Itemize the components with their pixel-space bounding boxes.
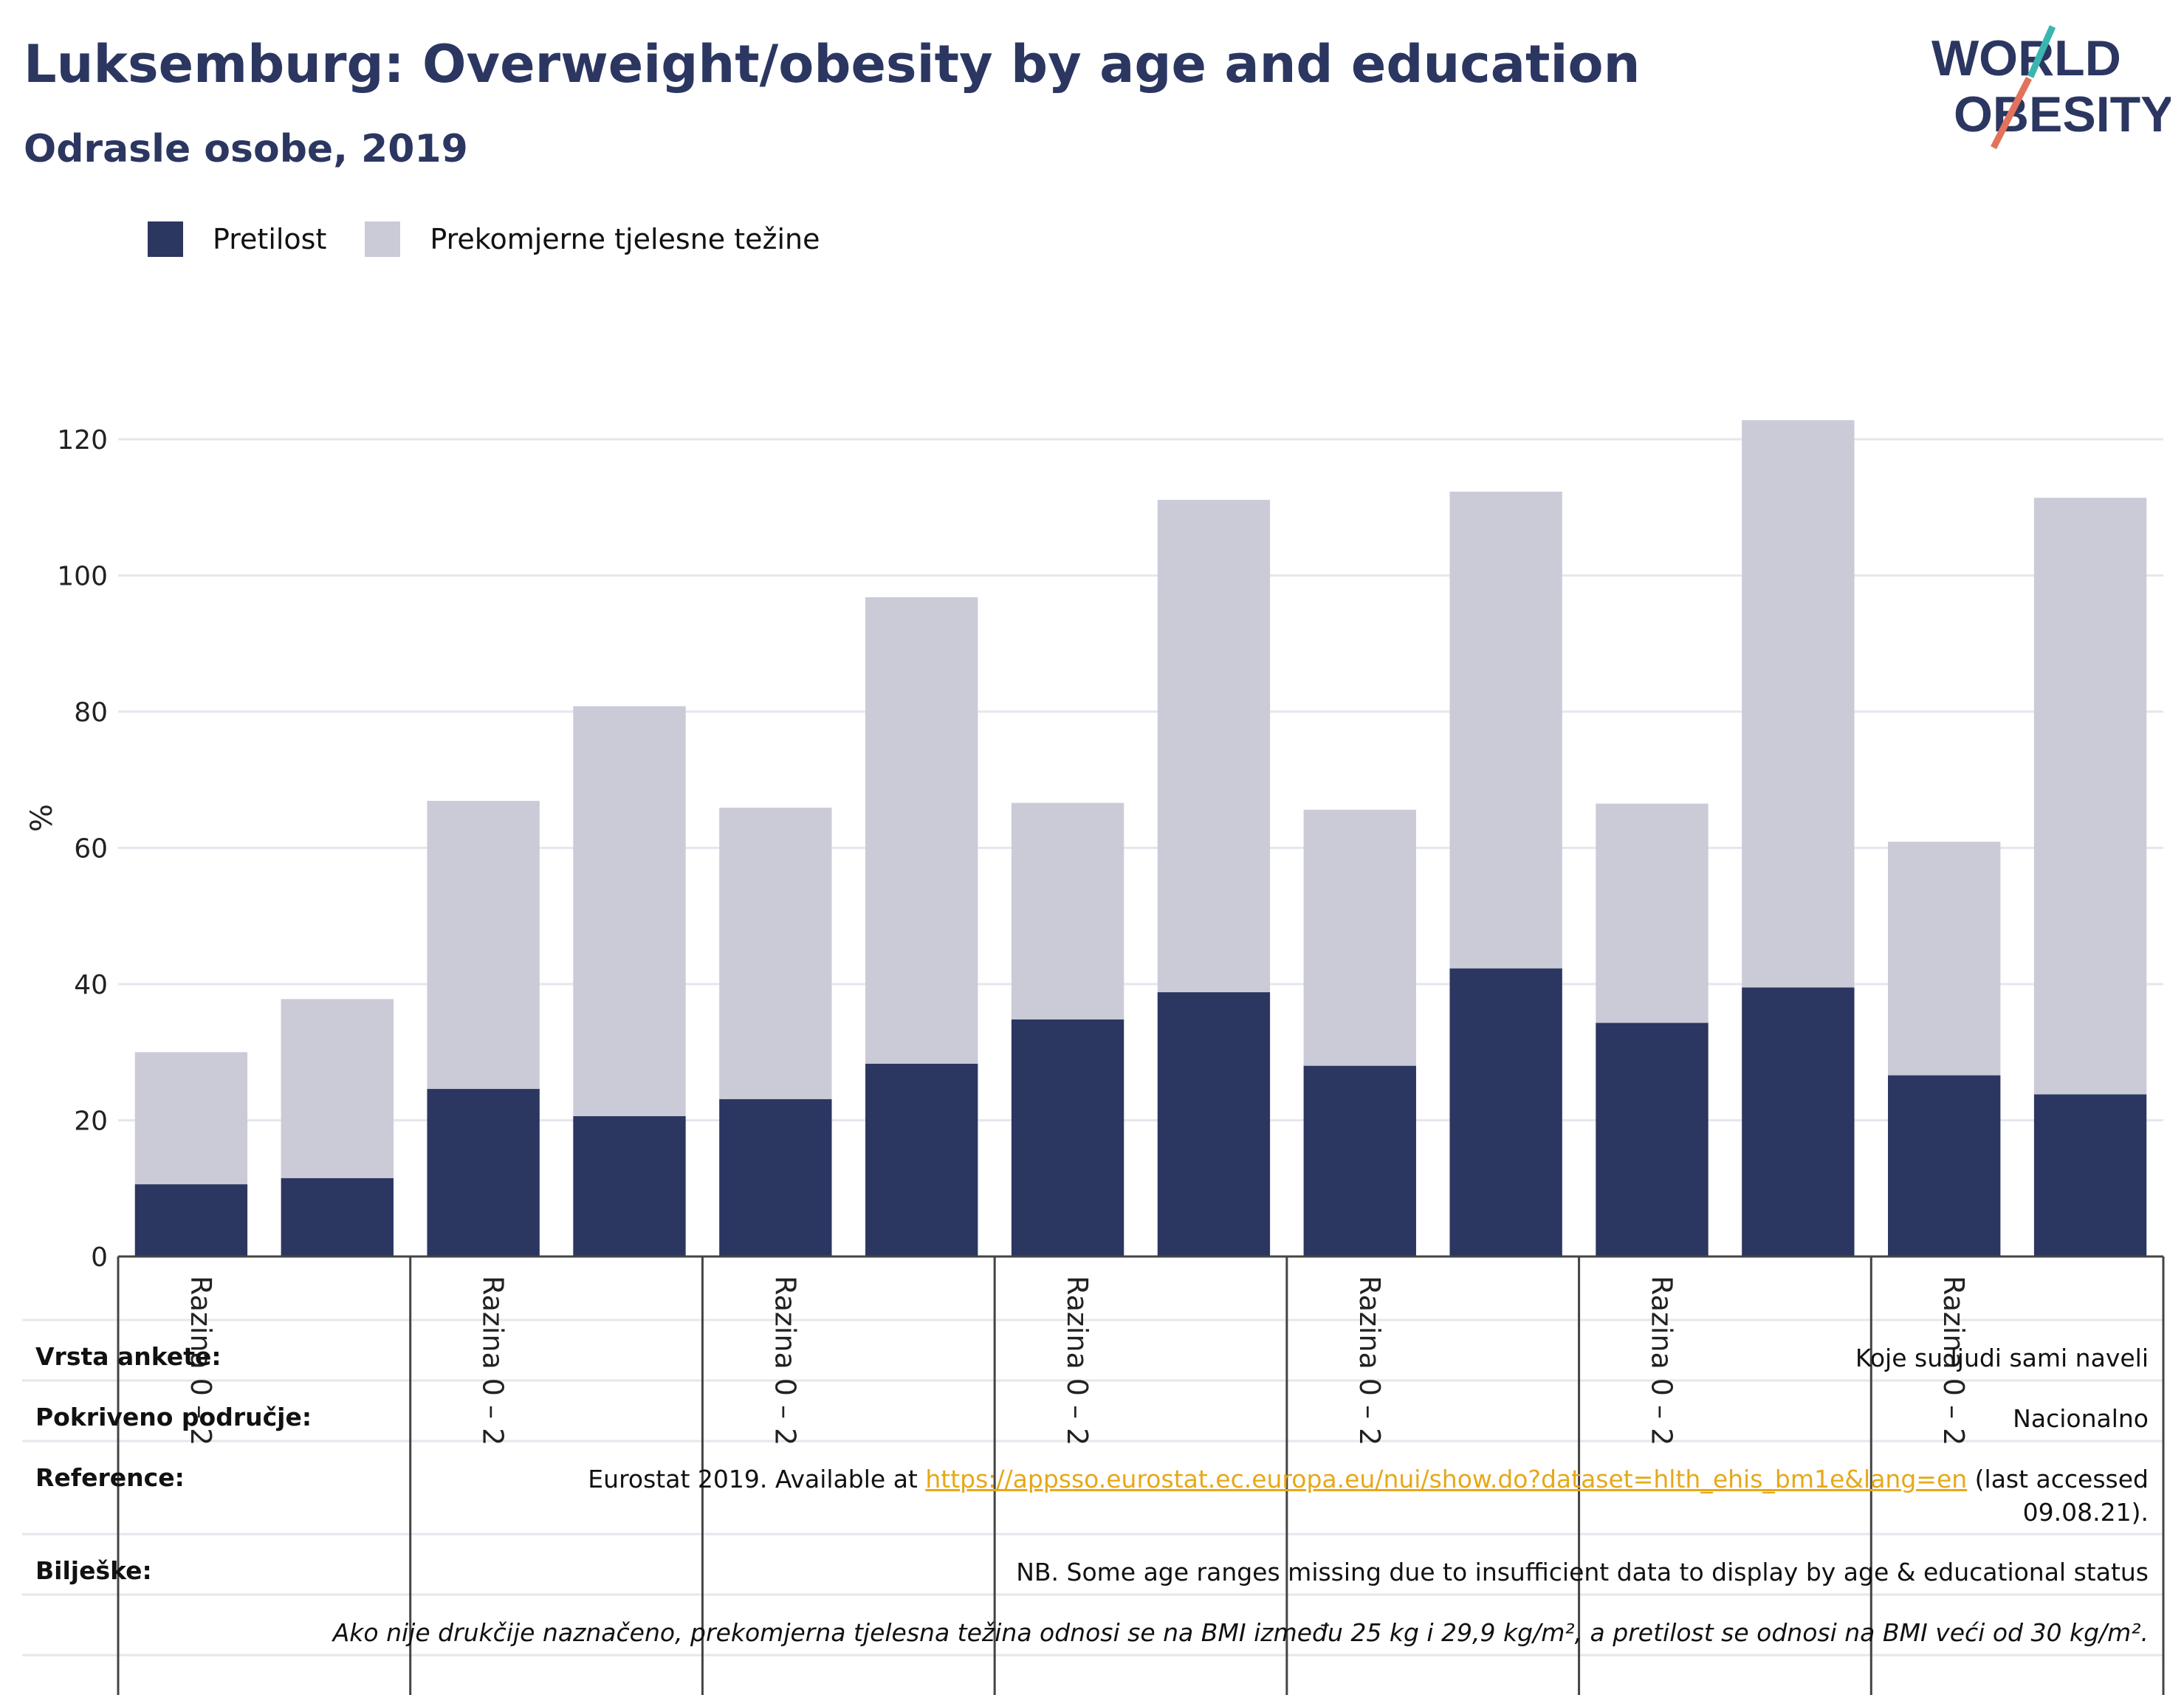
legend-swatch-obesity [148,221,183,257]
y-tick-label: 40 [74,970,108,1000]
bar-obesity [865,1063,978,1256]
bar-overweight [1303,809,1416,1066]
chart-legend: Pretilost Prekomjerne tjelesne težine [148,221,859,257]
legend-swatch-overweight [365,221,401,257]
y-tick-label: 100 [57,562,108,592]
bar-overweight [281,999,394,1178]
bar-obesity [2033,1094,2147,1256]
reference-prefix: Eurostat 2019. Available at [588,1465,926,1493]
logo-slash-coral [1990,76,2033,150]
survey-type-value: Koje su ljudi sami naveli [1855,1344,2149,1372]
reference-label: Reference: [35,1463,185,1492]
bar-overweight [134,1052,248,1185]
y-axis-label: % [25,804,59,832]
coverage-label: Pokriveno područje: [35,1403,312,1431]
bar-overweight [865,597,978,1064]
x-group-label: Razina 0 – 2 [1353,1276,1386,1445]
survey-type-label: Vrsta ankete: [35,1342,222,1371]
bar-obesity [719,1099,832,1256]
bar-overweight [1011,802,1124,1020]
logo-line2: OBESITY [1954,86,2171,142]
legend-item-overweight[interactable]: Prekomjerne tjelesne težine [365,221,820,257]
bar-obesity [427,1089,540,1256]
x-group-label: Razina 0 – 2 [1646,1276,1678,1445]
legend-label-obesity: Pretilost [213,223,327,255]
bar-obesity [1596,1022,1709,1256]
x-group-label: Razina 0 – 2 [769,1276,801,1445]
page-title: Luksemburg: Overweight/obesity by age an… [24,34,1641,94]
notes-label: Bilješke: [35,1556,152,1585]
bar-overweight [719,808,832,1099]
bar-overweight [427,800,540,1090]
legend-item-obesity[interactable]: Pretilost [148,221,326,257]
x-group-label: Razina 0 – 2 [1937,1276,1970,1445]
coverage-value: Nacionalno [2013,1404,2149,1433]
bar-overweight [573,706,686,1116]
y-tick-label: 80 [74,698,108,728]
reference-value: Eurostat 2019. Available at https://apps… [588,1463,2149,1529]
bar-obesity [281,1177,394,1256]
bar-obesity [1011,1019,1124,1256]
reference-suffix: (last accessed [1967,1465,2149,1493]
bar-obesity [1888,1075,2001,1256]
reference-date: 09.08.21). [2022,1497,2149,1527]
bar-overweight [1157,500,1271,993]
definition-note: Ako nije drukčije naznačeno, prekomjerna… [332,1618,2149,1647]
y-tick-label: 60 [74,834,108,864]
logo-slash-teal [2027,25,2056,78]
bar-obesity [134,1184,248,1256]
notes-value: NB. Some age ranges missing due to insuf… [1016,1558,2149,1586]
y-tick-label: 0 [91,1242,108,1273]
bar-obesity [573,1115,686,1256]
bar-obesity [1449,968,1562,1256]
y-tick-label: 120 [57,425,108,455]
bar-overweight [1742,420,1855,988]
x-group-label: Razina 0 – 2 [477,1276,509,1445]
bar-obesity [1303,1065,1416,1256]
bar-overweight [1596,803,1709,1023]
world-obesity-logo: WORLD OBESITY [1931,25,2171,150]
page-subtitle: Odrasle osobe, 2019 [24,127,468,171]
reference-link[interactable]: https://appsso.eurostat.ec.europa.eu/nui… [925,1465,1968,1493]
bar-overweight [2033,498,2147,1095]
x-group-label: Razina 0 – 2 [185,1276,217,1445]
bar-overweight [1888,842,2001,1076]
bar-obesity [1157,992,1271,1256]
legend-label-overweight: Prekomjerne tjelesne težine [430,223,820,255]
x-group-label: Razina 0 – 2 [1061,1276,1093,1445]
bar-obesity [1742,987,1855,1256]
bar-overweight [1449,492,1562,969]
y-tick-label: 20 [74,1107,108,1137]
